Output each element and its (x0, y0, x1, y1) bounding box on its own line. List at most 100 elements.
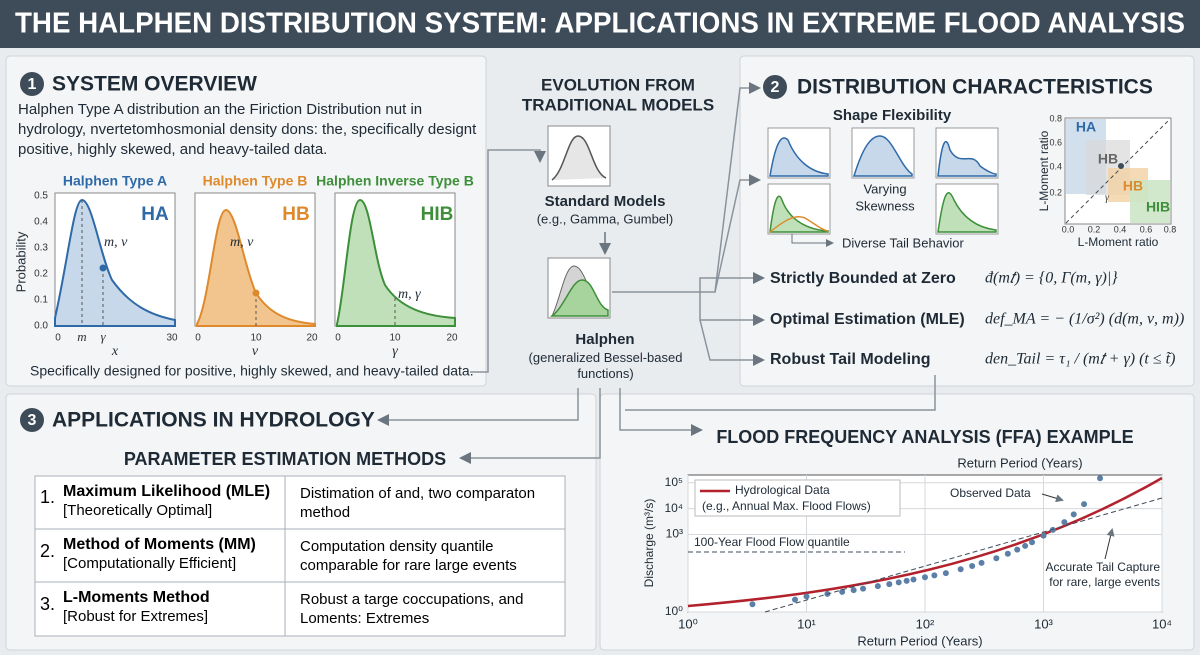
observed-point (969, 563, 976, 570)
panel-title: Halphen Type B (203, 173, 308, 189)
ffa-title: FLOOD FREQUENCY ANALYSIS (FFA) EXAMPLE (716, 427, 1133, 447)
legend-box (694, 479, 901, 517)
annotation: for rare, large events (1049, 575, 1160, 589)
shape-curve (769, 216, 829, 233)
observed-point (993, 555, 1000, 562)
observed-point (931, 572, 938, 579)
x-tick-label: 0.2 (1088, 224, 1101, 234)
observed-point (803, 593, 810, 600)
y-tick-label: 0.3 (34, 243, 48, 254)
model-curve (551, 135, 607, 181)
arrow (791, 234, 834, 247)
connector (377, 388, 579, 426)
observed-point (1081, 501, 1088, 508)
feature-formula: đ(m𝑡) = {0, Γ(m, γ)|} (985, 270, 1118, 287)
arrow (1104, 528, 1115, 560)
observed-point (978, 559, 985, 566)
y-tick-label: 10⁴ (664, 501, 683, 515)
x-tick-label: 10 (389, 333, 401, 344)
x-tick-label: 10⁴ (1152, 616, 1172, 631)
panel-tag: HB (282, 204, 309, 225)
x-tick-label: 0 (335, 333, 341, 344)
observed-point (839, 588, 846, 595)
x-tick-label: 10 (250, 333, 262, 344)
x-axis-label: γ (392, 344, 398, 359)
y-tick-label: 0.6 (1049, 137, 1062, 147)
observed-point (850, 587, 857, 594)
top-axis-label: Return Period (Years) (957, 455, 1082, 470)
observed-point (792, 596, 799, 603)
tail-line (764, 497, 1163, 613)
x-axis-label: Return Period (Years) (857, 633, 982, 648)
connector (699, 319, 765, 366)
x-tick-label: 20 (446, 333, 458, 344)
x-axis-label: x (111, 344, 119, 359)
x-tick-label: 10⁰ (678, 616, 698, 631)
observed-point (1061, 519, 1068, 526)
observed-point (922, 574, 928, 581)
caption: Specifically designed for positive, high… (30, 363, 474, 379)
observed-point (1070, 511, 1077, 518)
method: L-Moments Method [Robust for Extremes] (63, 588, 278, 626)
method-name: L-Moments Method (63, 589, 210, 606)
density-curve (54, 198, 176, 327)
model-label: Halphen (575, 331, 634, 348)
y-tick-label: 0.8 (1049, 113, 1062, 123)
method-desc: Distimation of and, two comparaton metho… (300, 485, 536, 521)
y-axis-label: Probability (13, 231, 28, 292)
fitted-curve (687, 476, 1163, 608)
observed-point (1014, 546, 1021, 553)
legend-label: Hydrological Data (735, 483, 830, 497)
method-note: [Robust for Extremes] (63, 608, 209, 625)
overview-text: Halphen Type A distribution an the Firic… (18, 101, 477, 158)
panel-title: Halphen Inverse Type B (316, 173, 474, 189)
feature-label: Robust Tail Modeling (770, 351, 931, 368)
method: Maximum Likelihood (MLE) [Theoretically O… (63, 482, 278, 520)
x-tick-label: γ (100, 329, 106, 344)
param-label: m, ν (230, 235, 254, 250)
observed-point (749, 601, 756, 608)
row-number: 1. (40, 487, 56, 507)
section-number: 2 (771, 79, 780, 96)
observed-point (957, 566, 964, 573)
density-curve (336, 198, 456, 327)
evolution-title: EVOLUTION FROM (541, 75, 695, 94)
observed-point (1040, 532, 1047, 539)
section-badge (20, 72, 44, 96)
shape-curve (852, 135, 913, 177)
observed-point (1097, 475, 1104, 482)
model-curve (549, 279, 609, 317)
y-tick-label: 0.4 (1049, 161, 1062, 171)
region-tag: HIB (1146, 199, 1170, 215)
connector (470, 149, 546, 373)
x-axis-label: L-Moment ratio (1078, 235, 1159, 249)
region-tag: HB (1098, 151, 1118, 167)
x-tick-label: 0.6 (1140, 224, 1153, 234)
observed-point (1029, 539, 1036, 546)
y-axis-label: L-Moment ratio (1037, 130, 1051, 211)
section-title: APPLICATIONS IN HYDROLOGY (52, 409, 375, 432)
section-badge (763, 75, 787, 99)
panel-tag: HIB (421, 204, 454, 225)
x-tick-label: 30 (166, 333, 178, 344)
connector (612, 82, 761, 293)
shape-curve (937, 192, 997, 233)
feature-label: Strictly Bounded at Zero (770, 270, 956, 287)
arrow (1041, 493, 1064, 503)
curve-point (252, 289, 260, 297)
shape-note: Varying (863, 181, 906, 196)
observed-point (1049, 526, 1056, 533)
observed-point (903, 577, 910, 584)
section-number: 1 (28, 76, 37, 93)
shape-curve (937, 140, 997, 177)
method-desc: Robust a targe coccupations, and Loments… (300, 591, 524, 627)
shape-note: Skewness (855, 198, 915, 213)
region-tag: γ (1105, 192, 1110, 203)
y-tick-label: 10⁵ (665, 475, 683, 489)
y-tick-label: 10⁰ (665, 604, 683, 618)
method-name: Method of Moments (MM) (63, 536, 256, 553)
curve-point (99, 264, 107, 272)
param-label: m, γ (398, 287, 421, 302)
row-number: 3. (40, 594, 56, 614)
observed-point (1022, 542, 1029, 549)
